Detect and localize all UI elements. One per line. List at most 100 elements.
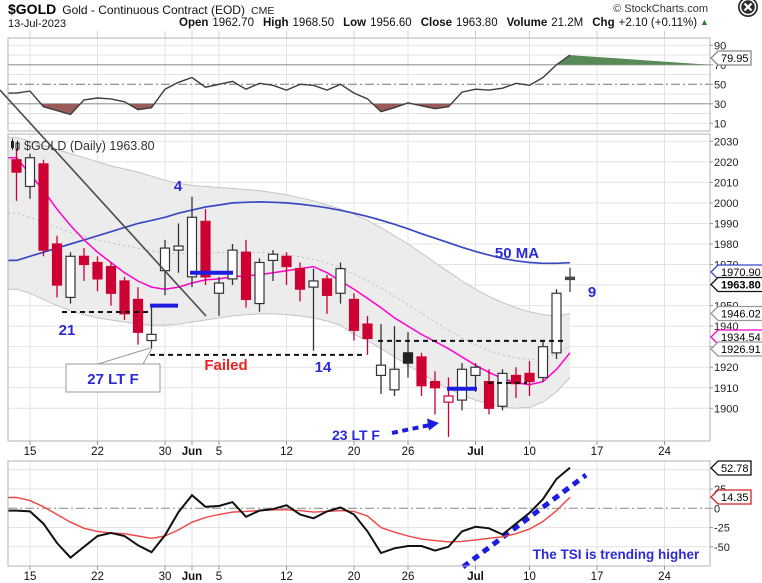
candle-body: [389, 368, 400, 391]
candle-may26: [146, 307, 157, 349]
x-axis-label-26: 26: [402, 446, 415, 458]
close-icon[interactable]: [738, 0, 758, 17]
candle-body: [321, 278, 333, 296]
oscillator-panel: [7, 37, 711, 132]
axes-layer: 9070503010203020202010200019901980197019…: [24, 31, 762, 583]
candle-body: [78, 255, 90, 266]
callout-bubble: [710, 341, 762, 357]
callout-value: 1946.02: [721, 309, 761, 321]
candle-may25: [132, 287, 144, 345]
candle-jul6: [497, 369, 508, 411]
candle-may17: [51, 235, 63, 298]
callout-value: 79.95: [721, 53, 749, 65]
value-callout-52_78: 52.78: [710, 460, 752, 476]
quote-value-volume: 21.2M: [551, 17, 584, 29]
callout-bubble: [710, 460, 752, 476]
callout-pointer: [97, 347, 151, 365]
downtrend-line: [0, 89, 207, 317]
annotation-4: 4: [174, 178, 183, 195]
callout-pointer: [142, 347, 153, 365]
quote-label-high: High: [262, 17, 289, 29]
callout-bubble: [710, 276, 762, 293]
candle-body: [146, 333, 157, 342]
candle-may16: [38, 159, 49, 257]
candle-may15: [24, 153, 36, 199]
price-ytick-label: 2010: [714, 177, 738, 189]
value-callout-1963_80: 1963.80: [710, 276, 762, 293]
price-ytick-label: 1980: [714, 239, 738, 251]
candle-body: [375, 364, 387, 377]
value-callout-14_35: 14.35: [710, 489, 752, 505]
x-axis-label-30: 30: [159, 571, 172, 583]
candle-body: [416, 356, 427, 387]
x-axis-label-jul: Jul: [467, 571, 484, 583]
candle-body: [537, 346, 549, 379]
overbought-fill: [556, 55, 710, 65]
candle-jun21: [362, 315, 373, 355]
callout-value: 52.78: [721, 463, 749, 475]
candle-jun8: [254, 258, 265, 312]
callout-value: 1934.54: [721, 332, 761, 344]
candle-jun6: [227, 243, 238, 286]
x-axis-label-12: 12: [280, 446, 293, 458]
quote-value-close: 1963.80: [456, 17, 498, 29]
candle-body: [227, 249, 238, 280]
value-callout-1970_90: 1970.90: [710, 264, 762, 280]
x-axis-label-26: 26: [402, 571, 415, 583]
candle-jun27: [416, 352, 427, 396]
candle-jul10: [524, 361, 535, 396]
candle-jun30: [456, 363, 468, 411]
candle-jun20: [348, 293, 360, 341]
annotation-9: 9: [588, 284, 596, 301]
candle-body: [362, 323, 373, 340]
tsi-panel: The TSI is trending higher: [7, 460, 711, 570]
x-axis-label-24: 24: [658, 571, 671, 583]
candle-jun26: [402, 332, 414, 378]
ma50-line: [8, 201, 571, 265]
change-up-arrow-icon: ▲: [700, 17, 709, 27]
x-axis-label-10: 10: [523, 446, 536, 458]
bollinger-lower-line: [8, 288, 571, 409]
candle-body: [51, 243, 63, 286]
quote-value-chg: +2.10 (+0.11%): [618, 17, 698, 29]
header-title-row: $GOLD Gold - Continuous Contract (EOD) CME…: [8, 1, 758, 19]
price-ytick-label: 1920: [714, 362, 738, 374]
x-axis-label-5: 5: [216, 446, 222, 458]
symbol: $GOLD: [8, 1, 57, 17]
cycle-low-arrowhead: [427, 418, 439, 431]
tsi-ytick-label: 0: [714, 503, 720, 515]
price-panel: 27 LT F 4 21 14 9 50 MA Failed 23 LT F $GOLD (Da…: [7, 133, 711, 443]
candle-body: [551, 292, 562, 354]
candles: [11, 147, 576, 438]
callout-value: 14.35: [721, 492, 749, 504]
candle-jun16: [335, 262, 346, 304]
candle-body: [11, 159, 22, 173]
credit: © StockCharts.com: [613, 3, 708, 15]
callout-value: 1970.90: [721, 267, 761, 279]
x-axis-label-jun: Jun: [182, 446, 202, 458]
candle-body: [348, 298, 360, 331]
candle-jul5: [483, 369, 495, 415]
x-axis-label-jun: Jun: [182, 571, 202, 583]
candle-body: [254, 261, 265, 305]
price-ytick-label: 1910: [714, 383, 738, 395]
annotation-tsi-trending: The TSI is trending higher: [533, 547, 700, 562]
tsi-line: [8, 466, 571, 559]
candle-body: [402, 352, 414, 364]
tsi-ytick-label: -50: [714, 542, 730, 554]
quote-value-low: 1956.60: [370, 17, 412, 29]
price-ytick-label: 2030: [714, 136, 738, 148]
candle-may31: [173, 223, 184, 273]
close-icon-ring: [739, 0, 757, 16]
x-axis-label-20: 20: [348, 446, 361, 458]
candle-jun15: [321, 274, 333, 314]
candle-jun9: [267, 250, 279, 281]
x-axis-label-17: 17: [591, 446, 604, 458]
candle-jul12: [551, 289, 562, 360]
candle-may19: [78, 248, 90, 281]
bollinger-upper-line: [8, 136, 571, 317]
close-icon-x: [743, 2, 753, 12]
annotation-23ltf: 23 LT F: [332, 427, 380, 443]
oscillator-ytick-label: 90: [714, 40, 726, 52]
candle-body: [200, 220, 211, 278]
